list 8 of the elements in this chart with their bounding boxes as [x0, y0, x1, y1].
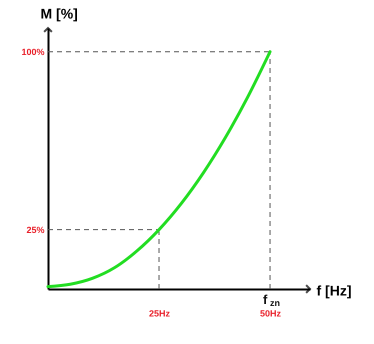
x-tick-label: 25Hz: [149, 308, 171, 318]
x-tick-label: 50Hz: [260, 308, 282, 318]
x-axis-title: f [Hz]: [316, 282, 352, 298]
line-series: [46, 50, 272, 288]
y-tick-label: 100%: [21, 47, 44, 58]
y-axis-title: M [%]: [40, 6, 78, 22]
y-tick-label: 25%: [26, 225, 44, 236]
text: fzn: [263, 292, 280, 308]
